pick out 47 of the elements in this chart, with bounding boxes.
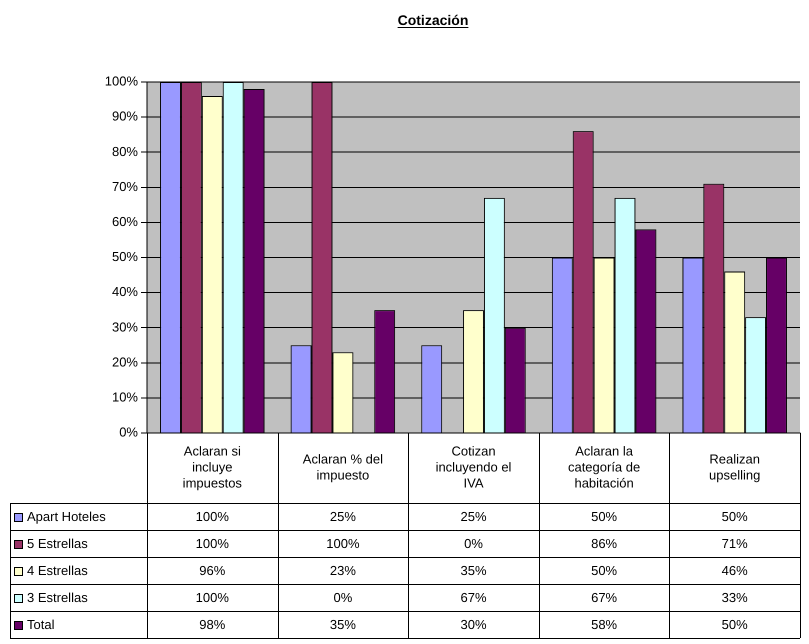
y-tick-label: 20%: [112, 354, 138, 370]
data-label: 0%: [334, 590, 353, 606]
legend-label: 4 Estrellas: [27, 563, 88, 578]
y-tick-label: 50%: [112, 249, 138, 264]
legend-label: 5 Estrellas: [27, 536, 88, 552]
data-label: 25%: [460, 509, 487, 524]
legend-label: 3 Estrellas: [27, 590, 88, 606]
data-label: 50%: [722, 617, 748, 632]
data-label: 100%: [196, 536, 230, 552]
chart-title: Cotización: [398, 12, 468, 28]
y-tick-label: 30%: [112, 319, 138, 334]
data-label: 98%: [199, 617, 226, 632]
y-tick-label: 0%: [119, 424, 138, 440]
y-tick-label: 40%: [112, 284, 138, 300]
y-tick-label: 90%: [112, 108, 138, 124]
data-label: 25%: [330, 509, 356, 524]
data-label: 100%: [196, 509, 230, 524]
data-label: 33%: [722, 590, 748, 606]
data-label: 23%: [330, 563, 356, 578]
data-label: 96%: [199, 563, 226, 578]
data-label: 46%: [722, 563, 748, 578]
x-tick-label: Aclaran % del impuesto: [302, 452, 384, 483]
y-tick-label: 70%: [112, 178, 138, 194]
data-label: 50%: [591, 509, 618, 524]
legend-label: Total: [27, 617, 55, 632]
y-tick-label: 60%: [112, 214, 138, 229]
data-label: 0%: [464, 536, 484, 552]
data-label: 35%: [330, 617, 356, 632]
data-label: 67%: [460, 590, 487, 606]
data-label: 30%: [460, 617, 487, 632]
data-label: 35%: [460, 563, 487, 578]
x-tick-label: Aclaran la categoría de habitación: [568, 444, 640, 491]
x-tick-label: Realizan upselling: [709, 452, 760, 483]
data-label: 58%: [591, 617, 618, 632]
data-label: 100%: [196, 590, 230, 606]
data-label: 50%: [591, 563, 618, 578]
legend-label: Apart Hoteles: [27, 509, 106, 524]
y-tick-label: 100%: [104, 74, 138, 89]
data-label: 50%: [722, 509, 748, 524]
y-tick-label: 80%: [112, 144, 138, 159]
x-tick-label: Aclaran si incluye impuestos: [182, 444, 242, 491]
data-label: 86%: [591, 536, 618, 552]
data-label: 100%: [326, 536, 360, 552]
data-label: 71%: [722, 536, 748, 552]
x-tick-label: Cotizan incluyendo el IVA: [436, 444, 512, 491]
y-tick-label: 10%: [112, 389, 138, 404]
data-label: 67%: [591, 590, 618, 606]
